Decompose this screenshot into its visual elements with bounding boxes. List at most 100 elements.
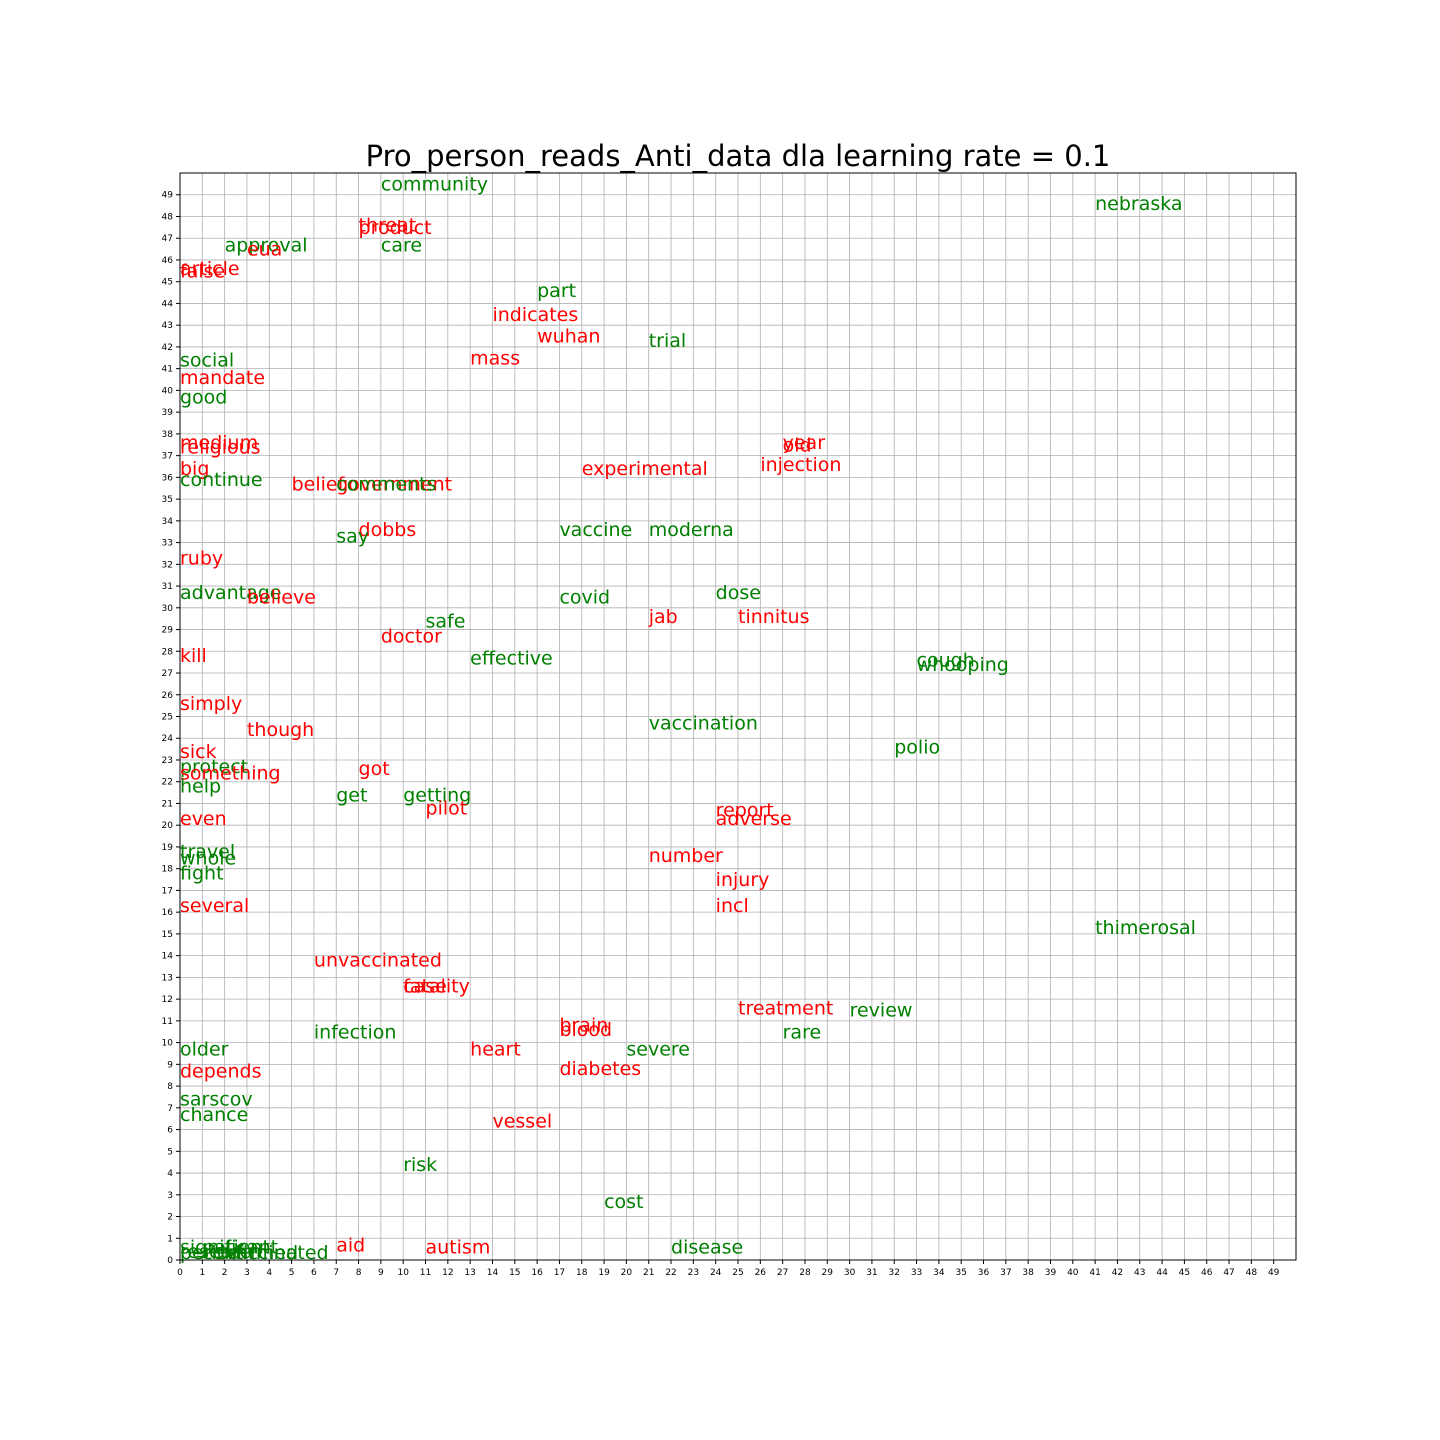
word-label: old [783,434,812,456]
word-label: significant [180,1236,278,1258]
word-label: jab [648,606,678,628]
y-tick-label: 15 [162,930,173,940]
x-tick-label: 30 [844,1268,856,1278]
word-label: adverse [716,808,792,830]
x-tick-label: 45 [1179,1268,1190,1278]
y-tick-label: 19 [162,843,174,853]
y-tick-label: 9 [167,1060,173,1070]
x-tick-label: 47 [1223,1268,1234,1278]
word-label: social [180,349,234,371]
y-tick-label: 35 [162,495,173,505]
word-label: injection [760,454,841,476]
word-label: thimerosal [1095,917,1196,939]
word-label: experimental [582,458,708,480]
word-label: doctor [381,626,442,648]
y-tick-label: 31 [162,582,173,592]
word-label: review [850,1000,913,1022]
word-label: confirmed [202,1242,298,1264]
x-tick-label: 48 [1246,1268,1258,1278]
x-tick-label: 41 [1089,1268,1100,1278]
y-tick-label: 5 [167,1147,173,1157]
word-label: aid [336,1234,365,1256]
y-tick-label: 1 [167,1234,173,1244]
word-label: pilot [426,797,468,819]
word-label: covid [559,586,610,608]
x-tick-label: 15 [509,1268,520,1278]
y-tick-label: 29 [162,626,174,636]
y-tick-label: 34 [162,517,174,527]
x-tick-label: 13 [464,1268,475,1278]
x-tick-label: 3 [244,1268,250,1278]
x-tick-label: 28 [799,1268,811,1278]
word-label: blood [559,1019,612,1041]
x-tick-label: 26 [755,1268,767,1278]
word-label: depends [180,1060,262,1082]
chart-title: Pro_person_reads_Anti_data dla learning … [366,139,1111,173]
y-tick-label: 3 [167,1191,173,1201]
y-tick-label: 47 [162,234,173,244]
y-tick-label: 32 [162,560,173,570]
word-label: comments [336,473,436,495]
word-label: belief [292,473,346,495]
x-tick-label: 1 [199,1268,205,1278]
x-tick-label: 34 [933,1268,945,1278]
word-label: chance [180,1104,248,1126]
y-tick-label: 4 [167,1169,173,1179]
word-label: mass [470,347,520,369]
grid-lines [179,173,1296,1261]
word-label: government [336,473,452,495]
y-tick-label: 42 [162,343,173,353]
x-tick-label: 24 [710,1268,722,1278]
y-tick-label: 12 [162,995,173,1005]
word-label: year [783,432,826,454]
x-tick-label: 39 [1045,1268,1057,1278]
word-label: injury [716,869,770,891]
x-tick-label: 21 [643,1268,654,1278]
word-label: kill [180,645,207,667]
x-tick-label: 14 [487,1268,499,1278]
word-label: dobbs [359,519,417,541]
y-tick-label: 41 [162,365,173,375]
x-tick-label: 23 [688,1268,699,1278]
word-label: approval [225,234,308,256]
word-label: believe [247,586,316,608]
y-tick-label: 16 [162,908,174,918]
word-label: travel [180,841,235,863]
x-tick-label: 5 [289,1268,295,1278]
y-tick-label: 44 [162,299,174,309]
word-label: sick [180,741,217,763]
word-label: continue [180,469,263,491]
word-label: incl [716,895,749,917]
word-label: community [381,173,488,195]
y-tick-label: 8 [167,1082,173,1092]
x-tick-label: 11 [420,1268,431,1278]
x-tick-label: 18 [576,1268,588,1278]
word-label: vaccinated [225,1242,329,1264]
word-label: unvaccinated [314,950,442,972]
y-tick-label: 17 [162,886,173,896]
word-label: vaccine [559,519,632,541]
word-label: medium [180,432,258,454]
word-label: dose [716,582,761,604]
y-tick-label: 24 [162,734,174,744]
x-tick-label: 6 [311,1268,317,1278]
word-label: safe [426,610,466,632]
word-label: several [180,895,249,917]
word-label: religious [180,436,261,458]
x-tick-label: 9 [378,1268,384,1278]
word-label: infection [314,1021,397,1043]
word-label: treatment [738,997,833,1019]
word-label: research [180,1241,262,1263]
word-label: simply [180,693,242,715]
y-tick-label: 30 [162,604,174,614]
word-label: polio [894,736,940,758]
x-tick-label: 36 [978,1268,990,1278]
x-tick-label: 12 [442,1268,453,1278]
y-tick-label: 2 [167,1213,173,1223]
word-label: older [180,1039,229,1061]
x-tick-label: 43 [1134,1268,1145,1278]
word-label: report [716,800,774,822]
